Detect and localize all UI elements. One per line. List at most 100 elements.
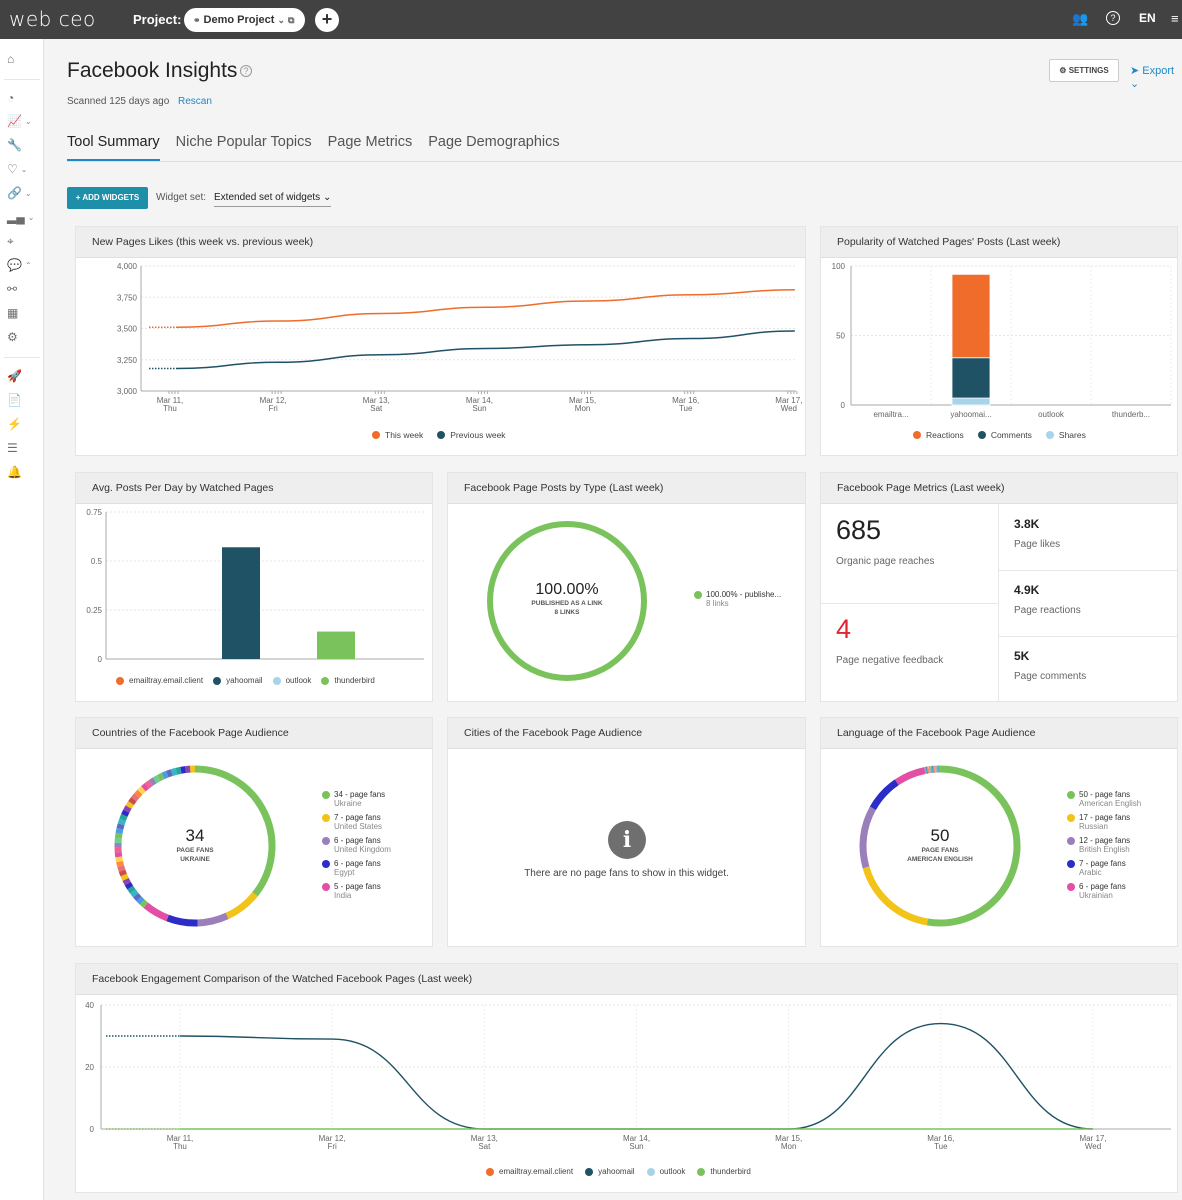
metrics-divider — [821, 603, 998, 604]
home-icon[interactable]: ⌂ — [7, 52, 15, 66]
negative-feedback-label: Page negative feedback — [836, 655, 944, 666]
donut-slice-minor — [166, 769, 173, 778]
tab-page-demographics[interactable]: Page Demographics — [428, 134, 560, 150]
empty-state-message: There are no page fans to show in this w… — [524, 868, 729, 879]
legend-count: 34 - page fans — [334, 790, 386, 799]
users-icon[interactable]: 👥 — [1072, 11, 1089, 26]
donut-legend-item[interactable]: 5 - page fans India — [322, 882, 381, 900]
report-icon[interactable]: 📄 — [7, 393, 22, 407]
language-switch[interactable]: EN — [1139, 11, 1156, 25]
donut-slice-minor — [125, 801, 135, 809]
menu-icon[interactable]: ≡ — [1171, 11, 1179, 26]
y-tick-label: 0 — [90, 1125, 95, 1134]
donut-legend-item[interactable]: 17 - page fans Russian — [1067, 813, 1130, 831]
organic-reach-value: 685 — [836, 515, 882, 545]
legend-item[interactable]: Shares — [1045, 430, 1086, 440]
main-content: Facebook Insights ? Scanned 125 days ago… — [45, 39, 1182, 1200]
settings-button[interactable]: ⚙ SETTINGS — [1049, 59, 1119, 82]
legend-label: outlook — [659, 1167, 686, 1176]
donut-slice-minor — [117, 865, 126, 872]
webceo-logo[interactable]: web ceo — [9, 7, 96, 31]
donut-legend-item[interactable]: 12 - page fans British English — [1067, 836, 1130, 854]
tab-page-metrics[interactable]: Page Metrics — [327, 134, 413, 150]
y-tick-label: 4,000 — [117, 262, 138, 271]
donut-slice-minor — [119, 814, 128, 822]
legend-item[interactable]: Comments — [977, 430, 1032, 440]
legend-item[interactable]: emailtray.email.client — [116, 676, 203, 685]
legend-item[interactable]: yahoomail — [585, 1167, 635, 1176]
legend-count: 5 - page fans — [334, 882, 381, 891]
legend-item[interactable]: This week — [372, 430, 423, 440]
rescan-link[interactable]: Rescan — [178, 96, 212, 107]
widget-page-metrics: Facebook Page Metrics (Last week) 685 Or… — [820, 472, 1178, 702]
widget-title: Cities of the Facebook Page Audience — [448, 718, 805, 749]
task-list-icon[interactable]: ☰ — [7, 441, 18, 455]
chart-legend: This week Previous week — [372, 430, 506, 440]
legend-item[interactable]: Previous week — [437, 430, 506, 440]
rankings-icon[interactable]: 📈 ⌄ — [7, 114, 32, 128]
legend-item[interactable]: yahoomail — [213, 676, 263, 685]
donut-legend-item[interactable]: 34 - page fans Ukraine — [322, 790, 386, 808]
donut-sublabel: AMERICAN ENGLISH — [907, 856, 973, 863]
donut-slice — [894, 767, 926, 786]
donut-slice-minor — [117, 818, 126, 826]
donut-legend-item[interactable]: 100.00% - publishe... 8 links — [694, 590, 781, 608]
dashboard-icon[interactable]: ◔ — [7, 91, 15, 105]
y-tick-label: 3,500 — [117, 325, 138, 334]
new-likes-chart: 4,000 3,750 3,500 3,250 3,000 Mar 11,Thu Mar 1… — [117, 262, 802, 413]
legend-name: Arabic — [1079, 868, 1102, 877]
legend-item[interactable]: thunderbird — [321, 676, 375, 685]
external-link-icon[interactable]: ⧉ — [288, 14, 295, 25]
tab-tool-summary[interactable]: Tool Summary — [67, 134, 160, 161]
info-icon: i — [608, 821, 646, 859]
legend-item[interactable]: emailtray.email.client — [486, 1167, 573, 1176]
legend-item[interactable]: outlook — [272, 676, 311, 685]
x-tick-label: Thu — [173, 1142, 187, 1151]
link-icon[interactable]: 🔗 ⌄ — [7, 186, 32, 200]
legend-item[interactable]: outlook — [646, 1167, 686, 1176]
x-tick-label: outlook — [1038, 410, 1065, 419]
donut-center: 100.00% PUBLISHED AS A LINK 8 LINKS — [507, 581, 627, 617]
tab-niche-popular-topics[interactable]: Niche Popular Topics — [175, 134, 312, 150]
wrench-icon[interactable]: 🔧 — [7, 138, 22, 152]
help-icon[interactable]: ? — [240, 65, 252, 77]
export-button[interactable]: ➤ Export ⌄ — [1130, 65, 1175, 90]
rocket-icon[interactable]: 🚀 — [7, 369, 22, 383]
add-widgets-button[interactable]: + ADD WIDGETS — [67, 187, 148, 209]
x-tick-label: Mar 12, — [260, 396, 287, 405]
add-project-button[interactable]: + — [315, 8, 339, 32]
legend-swatch — [437, 431, 446, 439]
help-icon[interactable]: ? — [1106, 11, 1120, 25]
widget-set-select[interactable]: Extended set of widgets ⌄ — [214, 192, 332, 207]
donut-slice-minor — [152, 774, 161, 784]
legend-swatch — [213, 676, 222, 685]
legend-label: yahoomail — [226, 676, 263, 685]
bell-icon[interactable]: 🔔 — [7, 465, 22, 479]
widget-set-label: Widget set: — [156, 192, 207, 203]
donut-legend-item[interactable]: 50 - page fans American English — [1067, 790, 1141, 808]
legend-label: Previous week — [450, 430, 506, 440]
donut-slice-minor — [123, 805, 132, 813]
bar-shares — [951, 397, 991, 406]
health-icon[interactable]: ♡ ⌄ — [7, 162, 28, 176]
bar-yahoomail — [222, 547, 260, 659]
donut-legend-item[interactable]: 6 - page fans United Kingdom — [322, 836, 391, 854]
y-tick-label: 0 — [98, 655, 103, 664]
donut-legend-item[interactable]: 6 - page fans Egypt — [322, 859, 381, 877]
project-select[interactable]: ⚭ Demo Project ⌄ ⧉ — [184, 8, 305, 32]
legend-item[interactable]: Reactions — [913, 430, 964, 440]
donut-legend-item[interactable]: 7 - page fans United States — [322, 813, 382, 831]
legend-swatch — [322, 837, 330, 845]
legend-swatch — [1045, 431, 1054, 439]
competitors-icon[interactable]: ⚯ — [7, 282, 18, 296]
calendar-icon[interactable]: ▦ — [7, 306, 19, 320]
location-icon[interactable]: ⌖ — [7, 233, 14, 248]
donut-legend-item[interactable]: 6 - page fans Ukrainian — [1067, 882, 1126, 900]
legend-item[interactable]: thunderbird — [697, 1167, 751, 1176]
analytics-icon[interactable]: ▂▄ ⌄ — [7, 210, 35, 224]
social-icon[interactable]: 💬 ⌃ — [7, 258, 32, 272]
settings-icon[interactable]: ⚙ — [7, 330, 18, 344]
donut-legend-item[interactable]: 7 - page fans Arabic — [1067, 859, 1126, 877]
donut-slice-minor — [128, 797, 137, 806]
lightning-icon[interactable]: ⚡ — [7, 417, 22, 431]
